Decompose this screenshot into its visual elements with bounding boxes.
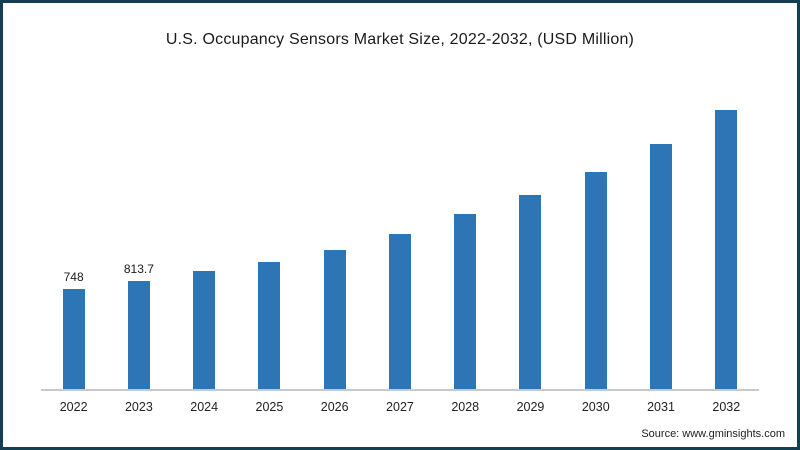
x-tick-label: 2027 <box>386 400 414 414</box>
x-tick-label: 2025 <box>255 400 284 414</box>
bar-slot <box>302 109 367 389</box>
bar <box>193 271 216 389</box>
bar-slot <box>498 109 563 389</box>
x-axis-labels: 2022 2023 2024 2025 2026 2027 2028 2029 2030 2031… <box>41 391 759 414</box>
x-tick-label: 2031 <box>647 400 675 414</box>
bar <box>584 171 607 389</box>
bar <box>258 261 281 389</box>
x-tick-label: 2022 <box>59 400 88 414</box>
bar-slot <box>367 109 432 389</box>
bar-value-label: 813.7 <box>123 261 154 276</box>
bar <box>62 289 85 389</box>
bar-slot <box>172 109 237 389</box>
bar-slot <box>694 109 759 389</box>
bar-slot: 748 <box>41 109 106 389</box>
bar-slot <box>237 109 302 389</box>
bar <box>127 280 150 389</box>
bar <box>650 143 673 389</box>
x-tick-label: 2023 <box>124 400 153 414</box>
chart-title: U.S. Occupancy Sensors Market Size, 2022… <box>165 31 635 48</box>
bar-slot <box>563 109 628 389</box>
bar <box>454 214 477 389</box>
bar-slot: 813.7 <box>106 109 171 389</box>
x-tick-label: 2029 <box>516 400 545 414</box>
bar <box>715 110 738 389</box>
x-tick-label: 2030 <box>581 400 610 414</box>
bar-slot <box>628 109 693 389</box>
bar-plot-area: 748 813.7 <box>41 109 759 391</box>
x-tick-label: 2026 <box>320 400 349 414</box>
bar-slot <box>433 109 498 389</box>
bar <box>388 233 411 389</box>
x-tick-label: 2032 <box>712 400 741 414</box>
x-tick-label: 2028 <box>451 400 480 414</box>
source-attribution: Source: www.gminsights.com <box>641 428 785 440</box>
x-tick-label: 2024 <box>190 400 219 414</box>
bar <box>519 195 542 389</box>
bar <box>323 249 346 389</box>
bar-value-label: 748 <box>63 270 84 285</box>
